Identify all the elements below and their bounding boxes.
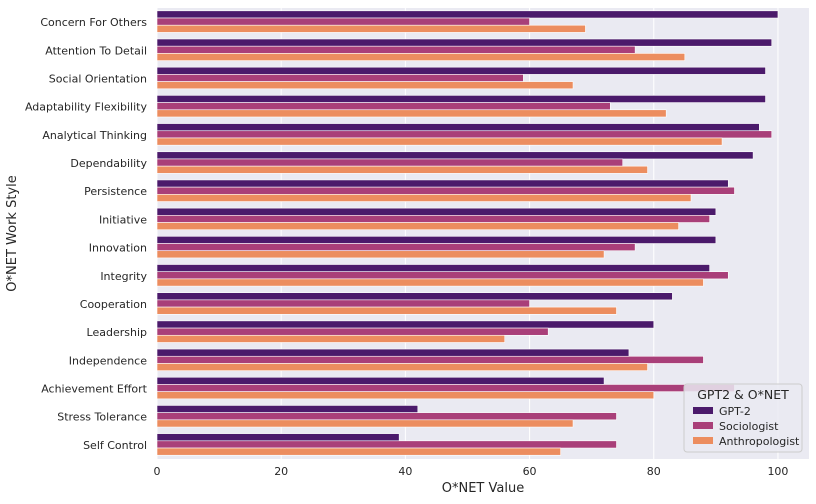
bar-anthropologist [156,194,692,202]
legend-box [683,383,803,453]
x-tick-label: 0 [154,465,161,478]
bar-gpt-2 [156,95,766,103]
bar-gpt-2 [156,207,717,216]
bar-gpt-2 [156,151,754,160]
bar-anthropologist [156,222,679,231]
bar-sociologist [156,215,710,223]
bar-sociologist [156,271,729,280]
bar-sociologist [156,412,617,421]
bar-gpt-2 [156,10,779,19]
bar-anthropologist [156,278,704,287]
bar-anthropologist [156,250,605,259]
legend-swatch [693,407,713,414]
bar-gpt-2 [156,66,766,75]
x-tick-label: 60 [523,465,537,478]
legend-swatch [693,422,713,429]
y-tick-label: Persistence [84,185,147,198]
bar-gpt-2 [156,433,400,442]
y-tick-label: Initiative [99,213,147,226]
bar-sociologist [156,440,617,449]
y-tick-label: Integrity [100,270,147,283]
x-tick-labels: 0 20 40 60 80 100 [154,465,789,478]
y-axis-label: O*NET Work Style [5,175,20,291]
y-tick-label: Self Control [83,439,147,452]
y-tick-label: Achievement Effort [41,383,147,396]
bar-gpt-2 [156,179,729,188]
bar-sociologist [156,17,530,26]
bar-sociologist [156,327,549,336]
bar-anthropologist [156,109,667,118]
legend-swatch [693,437,713,444]
bar-sociologist [156,186,735,195]
legend: GPT2 & O*NET GPT-2 Sociologist Anthropolog… [683,383,803,453]
bar-sociologist [156,102,611,111]
x-tick-label: 100 [767,465,788,478]
y-tick-label: Dependability [70,157,147,170]
y-tick-label: Leadership [87,326,147,339]
bar-sociologist [156,243,636,252]
bar-anthropologist [156,306,617,315]
bar-anthropologist [156,447,561,456]
bar-anthropologist [156,363,648,371]
bar-anthropologist [156,165,648,174]
x-tick-label: 20 [274,465,288,478]
legend-label: Anthropologist [719,435,800,448]
x-tick-label: 40 [398,465,412,478]
y-tick-label: Adaptability Flexibility [25,101,148,114]
x-tick-label: 80 [647,465,661,478]
bar-gpt-2 [156,236,717,244]
y-tick-label: Concern For Others [40,16,147,29]
y-tick-label: Stress Tolerance [57,411,147,424]
bar-sociologist [156,45,636,54]
y-tick-label: Cooperation [80,298,147,311]
y-tick-label: Attention To Detail [45,44,147,57]
bar-anthropologist [156,24,586,33]
legend-label: Sociologist [719,420,779,433]
bar-anthropologist [156,137,723,146]
y-tick-label: Analytical Thinking [42,129,147,142]
bar-gpt-2 [156,123,760,132]
bar-sociologist [156,158,624,167]
bar-gpt-2 [156,348,630,357]
bar-sociologist [156,384,735,392]
bar-anthropologist [156,53,686,61]
bar-gpt-2 [156,320,655,329]
y-tick-labels: Concern For Others Attention To Detail Soc… [25,16,148,452]
bar-anthropologist [156,81,574,90]
bar-gpt-2 [156,264,710,273]
bar-gpt-2 [156,292,673,301]
bar-anthropologist [156,419,574,428]
bar-anthropologist [156,334,506,343]
bar-sociologist [156,130,773,139]
bar-sociologist [156,355,704,364]
bar-anthropologist [156,391,655,400]
bar-sociologist [156,299,530,308]
bar-gpt-2 [156,38,773,47]
bar-gpt-2 [156,376,605,385]
x-axis-label: O*NET Value [442,481,524,496]
legend-title: GPT2 & O*NET [697,387,789,402]
y-tick-label: Social Orientation [49,72,147,85]
bar-gpt-2 [156,405,419,413]
y-tick-label: Independence [69,354,147,367]
legend-label: GPT-2 [719,405,751,418]
bars [156,10,779,456]
bar-sociologist [156,74,524,82]
y-tick-label: Innovation [89,242,147,255]
